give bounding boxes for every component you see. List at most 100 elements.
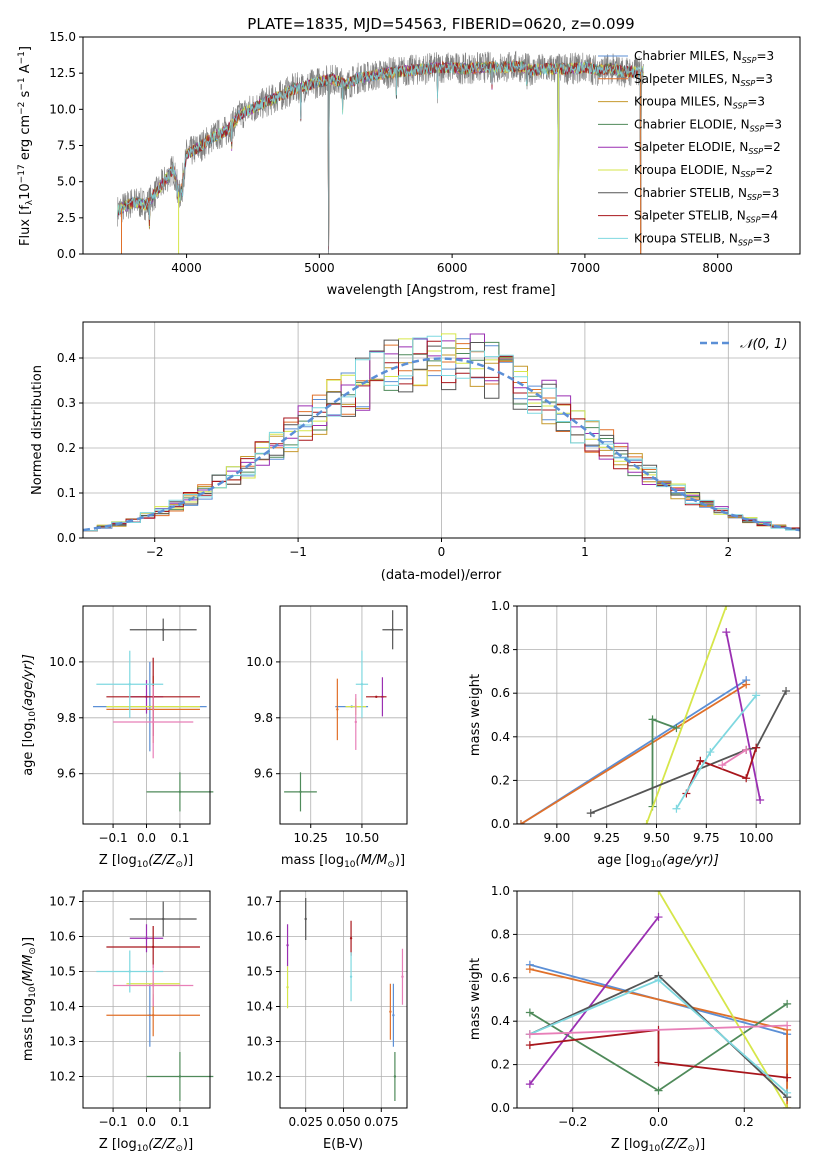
residuals-ytick-label-4: 0.4 — [57, 351, 76, 365]
weight-vs-age-ytick-label-2: 0.4 — [491, 730, 510, 744]
age-vs-Z-point-7 — [128, 683, 131, 686]
age-vs-metallicity-errorbars — [93, 618, 214, 812]
weight-vs-Z-ytick-label-4: 0.8 — [491, 927, 510, 941]
age-vs-mass-ytick-label-2: 10.0 — [246, 655, 273, 669]
weight-vs-age-series-3 — [725, 632, 761, 801]
legend-label-6: Chabrier STELIB, NSSP=3 — [634, 186, 779, 202]
residuals-ytick-label-0: 0.0 — [57, 531, 76, 545]
age-vs-Z-ytick-label-0: 9.6 — [57, 767, 76, 781]
weight-vs-Z-marker-8-1 — [783, 1021, 792, 1030]
weight-vs-age-frame — [516, 605, 801, 825]
mass-vs-EBV-point-5 — [304, 917, 307, 921]
age-vs-Z-xtick-label-2: 0.1 — [170, 831, 189, 845]
weight-vs-age-xtick-label-1: 9.25 — [593, 831, 620, 845]
spectrum-ylabel: Flux [fλ10−17 erg cm−2 s−1 A−1] — [17, 46, 35, 246]
mass-vs-EBV-point-7 — [349, 975, 353, 978]
residuals-ytick-label-1: 0.1 — [57, 486, 76, 500]
weight-vs-Z-xtick-label-2: 0.2 — [735, 1115, 754, 1129]
mass-vs-Z-point-7 — [128, 970, 131, 973]
weight-vs-Z-marker-2-0 — [525, 1008, 534, 1017]
weight-vs-age-ytick-label-4: 0.8 — [491, 643, 510, 657]
weight-vs-age-marker-3-1 — [756, 796, 765, 805]
weight-vs-Z-series-8 — [529, 1024, 788, 1036]
weight-vs-age-marker-8-1 — [742, 745, 751, 754]
weight-vs-Z-marker-4-0 — [654, 891, 663, 895]
weight-vs-age-marker-6-1 — [696, 756, 705, 765]
spectrum-ytick-label-1: 2.5 — [57, 211, 76, 225]
mass-vs-Z-xtick-label-2: 0.1 — [170, 1115, 189, 1129]
weight-vs-Z-marker-8-0 — [525, 1030, 534, 1039]
weight-vs-metallicity-xlabel: Z [log10(Z/Z⊙)] — [611, 1137, 705, 1154]
weight-vs-Z-series-group — [525, 891, 792, 1108]
age-vs-mass-ytick-label-0: 9.6 — [254, 767, 273, 781]
weight-vs-Z-ytick-label-2: 0.4 — [491, 1014, 510, 1028]
age-vs-metallicity-panel: −0.1 0.0 0.1 9.6 9.8 10.0 Z [log10(Z/Z⊙)] age… — [21, 605, 214, 870]
age-vs-mass-point-6 — [375, 695, 378, 699]
mass-vs-EBV-ytick-label-5: 10.7 — [246, 895, 273, 909]
mass-vs-Z-ytick-label-3: 10.5 — [49, 965, 76, 979]
weight-vs-Z-marker-2-1 — [654, 1086, 663, 1095]
legend-label-1: Salpeter MILES, NSSP=3 — [634, 72, 773, 88]
weight-vs-Z-marker-7-1 — [654, 975, 663, 984]
weight-vs-Z-ytick-label-0: 0.0 — [491, 1101, 510, 1115]
weight-vs-Z-marker-6-2 — [654, 1058, 663, 1067]
weight-vs-age-series-5 — [590, 690, 787, 814]
mass-vs-EBV-xtick-label-2: 0.075 — [364, 1115, 398, 1129]
residuals-xlabel: (data-model)/error — [381, 568, 502, 583]
residuals-xtick-label-0: −2 — [146, 545, 164, 559]
mass-vs-Z-ytick-label-2: 10.4 — [49, 1000, 76, 1014]
mass-vs-metallicity-xlabel: Z [log10(Z/Z⊙)] — [99, 1137, 193, 1154]
weight-vs-age-panel: 9.00 9.25 9.50 9.75 10.000.00.20.40.60.81.0 … — [468, 599, 801, 870]
weight-vs-age-xlabel: age [log10(age/yr)] — [597, 853, 719, 870]
age-vs-mass-point-8 — [354, 720, 357, 724]
weight-vs-Z-marker-3-1 — [654, 913, 663, 922]
weight-vs-age-marker-1-0 — [517, 820, 525, 824]
mass-vs-EBV-point-3 — [286, 944, 289, 947]
weight-vs-Z-ytick-label-5: 1.0 — [491, 884, 510, 898]
mass-vs-Z-ytick-label-1: 10.3 — [49, 1035, 76, 1049]
age-vs-mass-point-7 — [360, 683, 364, 686]
spectrum-legend: Chabrier MILES, NSSP=3 Salpeter MILES, NS… — [598, 49, 782, 247]
mass-vs-EBV-point-8 — [401, 975, 404, 978]
weight-vs-age-ylabel: mass weight — [468, 674, 483, 756]
weight-vs-Z-marker-6-0 — [525, 1041, 534, 1050]
weight-vs-age-marker-6-2 — [742, 774, 751, 783]
weight-vs-age-marker-7-2 — [752, 691, 761, 700]
age-vs-mass-xtick-label-1: 10.50 — [345, 831, 379, 845]
spectrum-xtick-label-0: 4000 — [171, 261, 202, 275]
age-vs-Z-ytick-label-2: 10.0 — [49, 655, 76, 669]
age-vs-mass-point-5 — [391, 628, 394, 631]
residuals-legend: 𝒩(0, 1) — [700, 337, 787, 352]
spectrum-xtick-label-4: 8000 — [702, 261, 733, 275]
weight-vs-age-ytick-label-3: 0.6 — [491, 686, 510, 700]
residuals-ylabel: Normed distribution — [30, 365, 45, 495]
weight-vs-age-ytick-label-0: 0.0 — [491, 817, 510, 831]
age-vs-Z-xtick-label-1: 0.0 — [137, 831, 156, 845]
weight-vs-metallicity-ylabel: mass weight — [468, 958, 483, 1040]
spectrum-xtick-label-2: 6000 — [437, 261, 468, 275]
weight-vs-Z-marker-6-3 — [783, 1073, 792, 1082]
residuals-xtick-label-2: 0 — [438, 545, 446, 559]
weight-vs-age-marker-7-1 — [706, 748, 715, 757]
residuals-xtick-label-1: −1 — [289, 545, 307, 559]
age-vs-metallicity-ylabel: age [log10(age/yr)] — [21, 654, 38, 776]
weight-vs-metallicity-panel: −0.2 0.0 0.2 0.0 0.2 0.4 0.6 0.8 1.0 Z [log10(Z/… — [468, 884, 801, 1154]
age-vs-metallicity-xlabel: Z [log10(Z/Z⊙)] — [99, 853, 193, 870]
mass-vs-EBV-ytick-label-4: 10.6 — [246, 930, 273, 944]
mass-vs-Z-point-8 — [151, 984, 155, 987]
mass-vs-EBV-xtick-label-0: 0.025 — [289, 1115, 323, 1129]
legend-label-7: Salpeter STELIB, NSSP=4 — [634, 209, 778, 225]
weight-vs-Z-ytick-label-1: 0.2 — [491, 1058, 510, 1072]
age-vs-Z-point-5 — [162, 628, 165, 631]
weight-vs-age-marker-7-0 — [672, 804, 681, 813]
mass-vs-EBV-point-0 — [392, 1014, 395, 1017]
weight-vs-age-marker-2-2 — [672, 724, 681, 733]
mass-vs-EBV-ytick-label-1: 10.3 — [246, 1035, 273, 1049]
mass-vs-metallicity-panel: −0.1 0.0 0.1 10.2 10.3 10.4 10.5 10.6 10.7 Z [lo… — [21, 890, 214, 1154]
weight-vs-Z-series-4 — [657, 891, 788, 1108]
age-vs-Z-xtick-label-0: −0.1 — [99, 831, 128, 845]
mass-vs-Z-point-6 — [151, 945, 155, 949]
legend-label-2: Kroupa MILES, NSSP=3 — [634, 95, 765, 111]
weight-vs-Z-xtick-label-0: −0.2 — [558, 1115, 587, 1129]
weight-vs-Z-series-6 — [529, 1028, 788, 1079]
